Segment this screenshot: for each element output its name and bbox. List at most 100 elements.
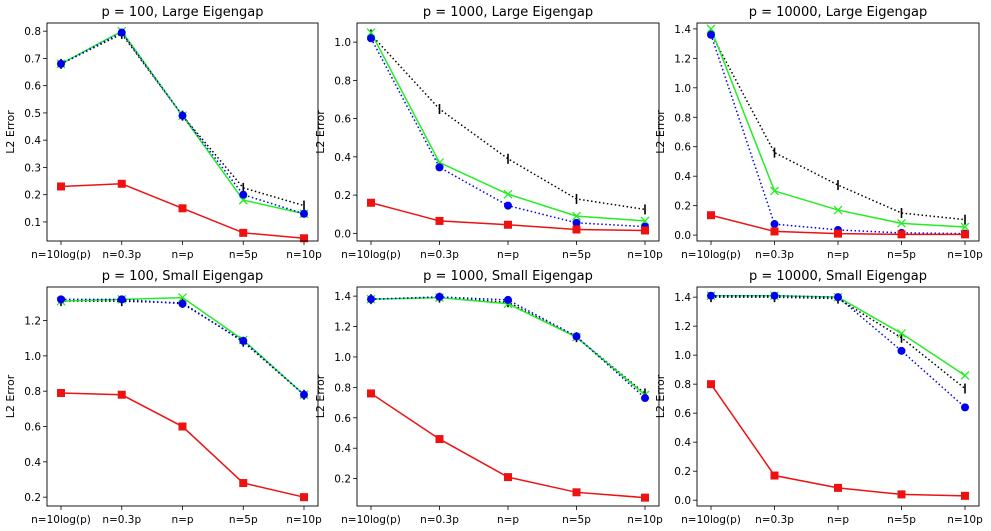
data-point xyxy=(897,346,906,355)
data-point xyxy=(834,229,842,238)
data-point xyxy=(300,390,308,399)
y-tick-label: 1.4 xyxy=(674,292,691,304)
data-point xyxy=(707,380,715,389)
chart-title: p = 10000, Large Eigengap xyxy=(749,5,928,20)
y-tick-label: 0.4 xyxy=(24,457,41,469)
y-tick-label: 0.8 xyxy=(24,386,41,398)
data-point xyxy=(239,479,248,488)
y-axis-label: L2 Error xyxy=(654,374,667,418)
x-tick-label: n=10p xyxy=(947,514,983,526)
y-tick-label: 1.2 xyxy=(674,321,691,333)
y-tick-label: 0.2 xyxy=(24,190,41,202)
data-point xyxy=(503,189,513,199)
data-point xyxy=(367,295,375,304)
y-tick-label: 0.2 xyxy=(334,474,351,486)
y-axis-label: L2 Error xyxy=(654,110,667,154)
x-tick-label: n=p xyxy=(497,249,519,261)
data-point xyxy=(640,216,650,226)
x-tick-label: n=5p xyxy=(229,514,258,526)
x-tick-label: n=0.3p xyxy=(755,249,794,261)
data-point xyxy=(834,483,842,492)
x-tick-label: n=5p xyxy=(229,249,258,261)
chart-panel: p = 10000, Large Eigengap L2 Error 0.0 0.2 0… xyxy=(654,5,983,261)
series-line xyxy=(61,300,305,396)
x-tick-label: n=10p xyxy=(286,514,322,526)
data-point xyxy=(178,204,187,213)
y-tick-label: 0.4 xyxy=(334,152,351,164)
chart-panel: p = 100, Large Eigengap L2 Error 0.1 0.2 0.3… xyxy=(4,5,322,261)
series-line xyxy=(60,31,305,215)
data-point xyxy=(117,390,126,399)
data-point xyxy=(239,190,248,199)
data-point xyxy=(435,216,444,225)
data-point xyxy=(707,30,715,39)
chart-title: p = 1000, Large Eigengap xyxy=(423,5,593,20)
y-tick-label: 0.4 xyxy=(24,135,41,147)
data-point xyxy=(57,59,65,68)
data-point xyxy=(57,182,65,191)
series-line xyxy=(711,296,966,390)
data-point xyxy=(57,295,65,304)
data-point xyxy=(435,435,444,444)
y-tick-label: 0.0 xyxy=(674,495,691,507)
y-tick-label: 0.1 xyxy=(24,217,41,229)
data-point xyxy=(366,28,376,38)
data-point xyxy=(504,295,512,304)
data-point xyxy=(706,24,716,34)
series-line xyxy=(370,32,646,222)
y-tick-label: 0.4 xyxy=(674,437,691,449)
data-point xyxy=(435,292,444,301)
y-tick-label: 1.4 xyxy=(674,24,691,36)
x-tick-label: n=p xyxy=(171,514,193,526)
y-axis-label: L2 Error xyxy=(314,374,327,418)
data-point xyxy=(961,403,969,412)
data-point xyxy=(117,179,126,188)
chart-title: p = 10000, Small Eigengap xyxy=(749,269,927,284)
x-tick-label: n=5p xyxy=(562,249,591,261)
x-tick-label: n=p xyxy=(827,514,849,526)
y-tick-label: 0.8 xyxy=(674,379,691,391)
data-point xyxy=(178,111,187,120)
data-point xyxy=(770,220,779,229)
y-tick-label: 0.7 xyxy=(24,53,41,65)
series-line xyxy=(710,28,966,228)
y-tick-label: 0.2 xyxy=(674,201,691,213)
y-tick-label: 1.0 xyxy=(334,37,351,49)
x-tick-label: n=5p xyxy=(562,514,591,526)
series-line xyxy=(60,296,305,396)
x-tick-label: n=10p xyxy=(627,249,663,261)
chart-panel: p = 1000, Large Eigengap L2 Error 0.0 0.2 0.… xyxy=(314,5,663,261)
y-tick-label: 0.2 xyxy=(334,190,351,202)
y-tick-label: 0.5 xyxy=(24,108,41,120)
x-tick-label: n=p xyxy=(497,514,519,526)
chart-panel: p = 10000, Small Eigengap L2 Error 0.0 0.2 0… xyxy=(654,269,983,526)
y-tick-label: 1.2 xyxy=(674,53,691,65)
data-point xyxy=(504,220,512,229)
data-point xyxy=(770,291,779,300)
series-line xyxy=(370,296,646,399)
data-point xyxy=(960,222,970,232)
data-point xyxy=(435,163,444,172)
data-point xyxy=(178,422,187,431)
data-point xyxy=(239,336,248,345)
data-point xyxy=(897,218,906,228)
chart-title: p = 1000, Small Eigengap xyxy=(423,269,593,284)
x-tick-label: n=5p xyxy=(887,514,916,526)
y-tick-label: 0.6 xyxy=(24,422,41,434)
x-tick-label: n=10log(p) xyxy=(341,514,401,526)
data-point xyxy=(57,388,65,397)
data-point xyxy=(504,473,512,482)
chart-panel: p = 1000, Small Eigengap L2 Error 0.2 0.4 0.… xyxy=(314,269,663,526)
y-axis-label: L2 Error xyxy=(314,110,327,154)
y-tick-label: 1.2 xyxy=(24,316,41,328)
plot-frame xyxy=(46,286,319,507)
y-tick-label: 1.0 xyxy=(24,351,41,363)
x-tick-label: n=10p xyxy=(286,249,322,261)
data-point xyxy=(961,491,969,500)
data-point xyxy=(572,332,581,341)
data-point xyxy=(572,211,581,221)
series-line xyxy=(710,383,966,497)
y-axis-label: L2 Error xyxy=(4,110,17,154)
data-point xyxy=(707,291,715,300)
